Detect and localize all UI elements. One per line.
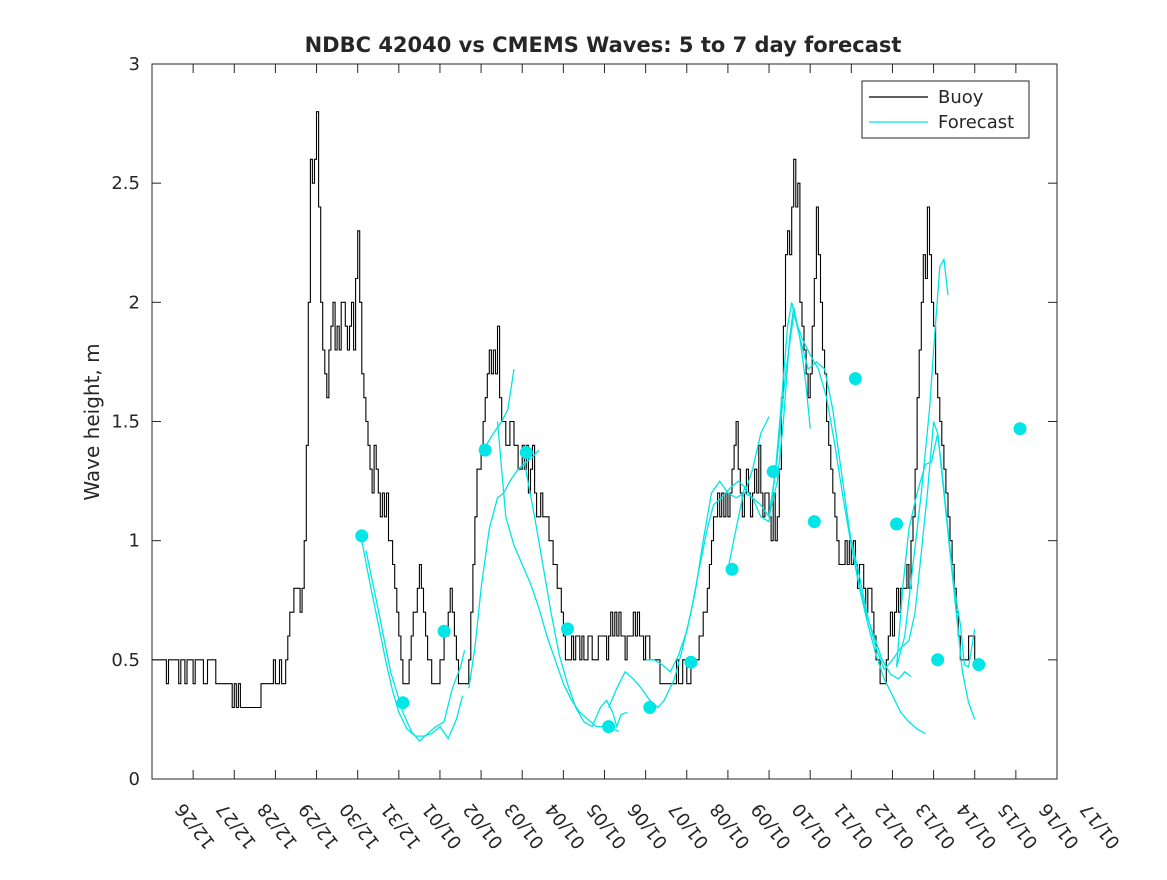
y-axis-label: Wave height, m (80, 343, 104, 500)
y-tick-label: 1.5 (111, 412, 140, 433)
y-tick-label: 0.5 (111, 650, 140, 671)
forecast-series-line-2 (365, 550, 466, 742)
legend-label-forecast: Forecast (938, 112, 1014, 133)
x-tick-label: 12/27 (212, 799, 260, 853)
forecast-marker-3 (437, 624, 451, 638)
forecast-marker-4 (478, 443, 492, 457)
forecast-series-line-1 (361, 540, 464, 740)
forecast-marker-10 (725, 562, 739, 576)
x-tick-label: 12/30 (336, 799, 384, 853)
x-tick-label: 12/29 (295, 799, 343, 853)
x-tick-label: 01/09 (747, 799, 795, 853)
forecast-marker-14 (890, 517, 904, 531)
chart-title: NDBC 42040 vs CMEMS Waves: 5 to 7 day fo… (305, 33, 902, 57)
x-tick-label: 12/31 (377, 799, 425, 853)
legend-box (861, 80, 1030, 139)
x-tick-label: 01/12 (871, 799, 919, 853)
forecast-marker-6 (561, 622, 574, 636)
forecast-series-line-6 (523, 461, 628, 729)
x-tick-label: 01/02 (459, 799, 507, 853)
x-tick-label: 01/15 (994, 799, 1042, 853)
x-tick-label: 01/16 (1035, 799, 1083, 853)
forecast-marker-2 (396, 696, 410, 710)
forecast-marker-9 (684, 655, 698, 669)
x-tick-label: 01/04 (542, 799, 590, 853)
x-tick-label: 12/28 (254, 799, 302, 853)
plot-area (152, 111, 1027, 742)
legend-label-buoy: Buoy (938, 87, 984, 108)
x-tick-label: 01/07 (665, 799, 713, 853)
y-tick-label: 3 (129, 54, 140, 75)
x-tick-label: 01/06 (624, 799, 672, 853)
x-tick-label: 01/05 (583, 799, 631, 853)
x-tick-label: 01/08 (706, 799, 754, 853)
forecast-marker-17 (1013, 422, 1027, 436)
forecast-series-line-9 (727, 302, 912, 680)
x-tick-label: 01/11 (830, 799, 878, 853)
forecast-series-line-8 (645, 306, 811, 673)
axes: 0 0.5 1 1.5 2 2.5 3 12/2612/2712/2812/2912/3012… (111, 54, 1125, 853)
forecast-marker-13 (848, 372, 862, 386)
buoy-series-line (152, 111, 976, 709)
forecast-marker-8 (643, 701, 657, 714)
x-tick-label: 01/13 (912, 799, 960, 853)
forecast-series-line-4 (482, 369, 515, 451)
forecast-series-line-13 (895, 433, 976, 720)
forecast-series-line-10 (768, 314, 926, 735)
x-tick-label: 01/10 (788, 799, 836, 853)
forecast-marker-12 (807, 515, 821, 529)
x-tick-label: 01/03 (500, 799, 548, 853)
axes-box (151, 63, 1058, 780)
x-tick-label: 12/26 (171, 799, 219, 853)
x-tick-label: 01/14 (953, 799, 1001, 853)
forecast-marker-5 (519, 446, 533, 459)
forecast-marker-15 (931, 653, 945, 667)
forecast-marker-11 (766, 465, 780, 479)
y-tick-label: 2.5 (111, 173, 140, 194)
forecast-series-line-12 (895, 257, 949, 668)
forecast-series-line-5 (496, 421, 620, 732)
y-tick-label: 1 (129, 531, 140, 552)
y-tick-label: 0 (129, 769, 140, 790)
forecast-marker-7 (602, 720, 616, 734)
legend: Buoy Forecast (861, 80, 1030, 139)
forecast-marker-1 (355, 529, 369, 543)
x-tick-label: 01/01 (418, 799, 466, 853)
y-tick-label: 2 (129, 292, 140, 313)
forecast-marker-16 (972, 658, 986, 672)
x-tick-label: 01/17 (1076, 799, 1124, 853)
forecast-series-line-11 (850, 421, 976, 671)
